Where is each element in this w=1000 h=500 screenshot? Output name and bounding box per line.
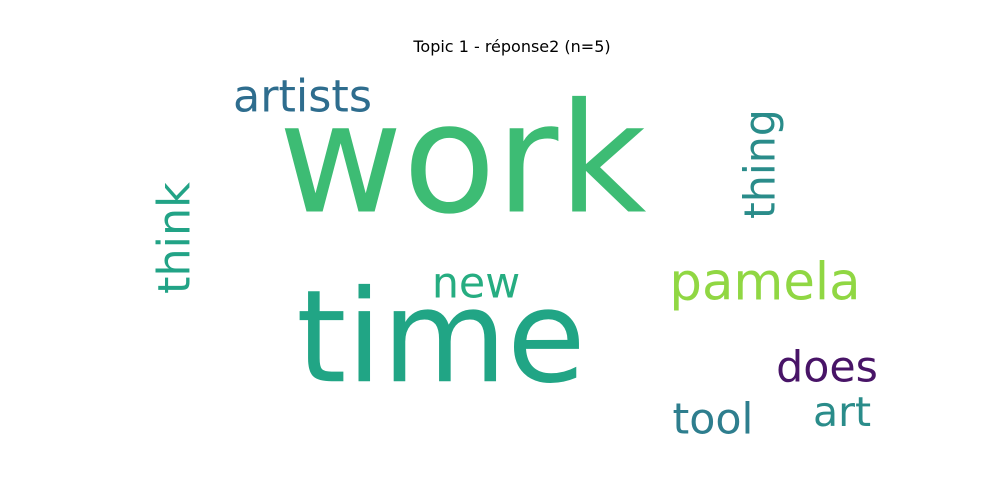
word-work: work (278, 70, 646, 247)
word-cloud: work time artists think thing new pamela doesto… (149, 70, 878, 444)
word-artists: artists (233, 71, 372, 122)
word-time: time (296, 263, 586, 412)
word-new: new (432, 259, 520, 309)
chart-title: Topic 1 - réponse2 (n=5) (412, 37, 610, 56)
word-thing: thing (736, 109, 786, 219)
word-tool: tool (673, 395, 754, 445)
word-art: art (813, 388, 871, 436)
word-pamela: pamela (669, 253, 860, 313)
word-think: think (149, 182, 200, 294)
word-does: does (776, 343, 878, 393)
